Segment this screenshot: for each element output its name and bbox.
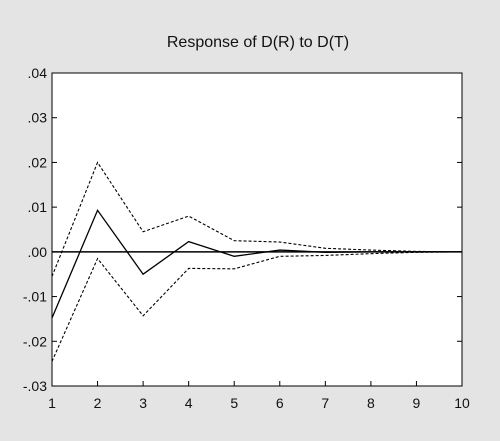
x-tick-label: 7 — [321, 395, 329, 411]
y-tick-label: -.03 — [23, 378, 47, 394]
y-tick-label: .00 — [28, 244, 48, 260]
x-tick-label: 3 — [139, 395, 147, 411]
y-tick-label: .02 — [28, 154, 48, 170]
lower-band-line — [51, 251, 463, 362]
y-tick-label: -.01 — [23, 289, 47, 305]
y-tick-label: -.02 — [23, 333, 47, 349]
x-tick-label: 2 — [94, 395, 102, 411]
x-tick-label: 8 — [367, 395, 375, 411]
chart-title: Response of D(R) to D(T) — [167, 34, 349, 51]
y-tick-label: .01 — [28, 199, 48, 215]
x-tick-label: 4 — [185, 395, 193, 411]
x-tick-label: 6 — [276, 395, 284, 411]
x-tick-label: 10 — [454, 395, 470, 411]
upper-band-line — [51, 161, 463, 277]
response-line — [51, 208, 462, 319]
x-tick-label: 9 — [413, 395, 421, 411]
y-tick-label: .03 — [28, 110, 48, 126]
plot-area — [51, 72, 463, 387]
x-tick-label: 5 — [230, 395, 238, 411]
y-tick-label: .04 — [28, 65, 48, 81]
x-tick-label: 1 — [48, 395, 56, 411]
